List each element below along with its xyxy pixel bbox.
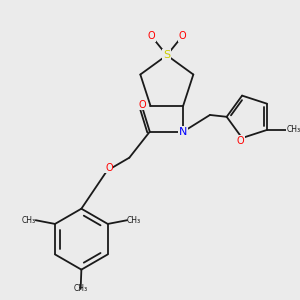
- Text: O: O: [139, 100, 146, 110]
- Text: O: O: [178, 31, 186, 41]
- Text: S: S: [163, 50, 170, 60]
- Text: CH₃: CH₃: [22, 216, 36, 225]
- Text: CH₃: CH₃: [127, 216, 141, 225]
- Text: O: O: [147, 31, 155, 41]
- Text: CH₃: CH₃: [287, 125, 300, 134]
- Text: O: O: [105, 163, 113, 173]
- Text: N: N: [179, 127, 188, 137]
- Text: O: O: [236, 136, 244, 146]
- Text: CH₃: CH₃: [74, 284, 88, 293]
